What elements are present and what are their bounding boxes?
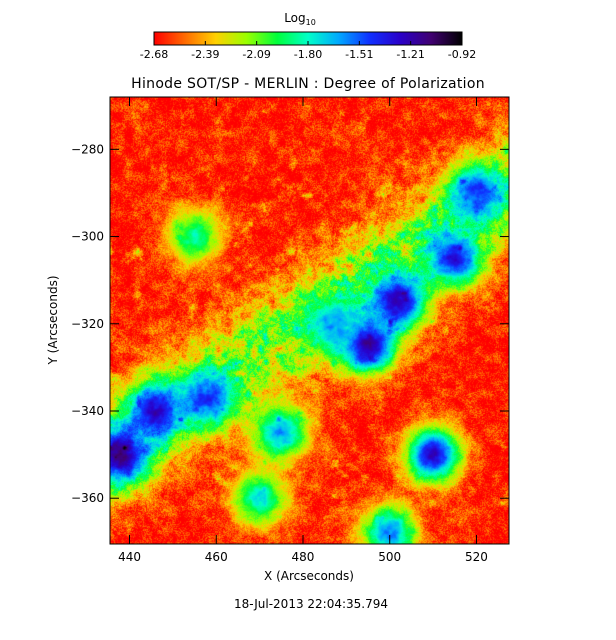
- colorbar-label: Log10: [284, 11, 316, 27]
- y-tick-label: −360: [71, 491, 104, 505]
- x-tick-label: 440: [118, 550, 141, 564]
- plot-frame: [109, 96, 510, 545]
- y-axis-ticks: −280 −300 −320 −340 −360: [71, 142, 509, 505]
- chart-title: Hinode SOT/SP - MERLIN : Degree of Polar…: [131, 76, 485, 92]
- y-tick-label: −300: [71, 230, 104, 244]
- y-tick-label: −320: [71, 317, 104, 331]
- y-tick-label: −340: [71, 404, 104, 418]
- colorbar-tick-label: -1.80: [294, 48, 322, 61]
- colorbar-label-subscript: 10: [306, 18, 316, 27]
- x-tick-label: 480: [292, 550, 315, 564]
- colorbar-tick-label: -2.09: [242, 48, 270, 61]
- timestamp: 18-Jul-2013 22:04:35.794: [234, 597, 388, 611]
- y-axis-label: Y (Arcseconds): [46, 275, 60, 365]
- x-tick-label: 460: [205, 550, 228, 564]
- colorbar: Log10 -2.68 -2.39 -2.09 -1.80 -1.51 -1.21 -0.9…: [140, 11, 476, 61]
- x-axis-label: X (Arcseconds): [264, 569, 354, 583]
- colorbar-tick-label: -0.92: [448, 48, 476, 61]
- x-tick-label: 500: [378, 550, 401, 564]
- colorbar-tick-label: -1.21: [396, 48, 424, 61]
- colorbar-ticks: -2.68 -2.39 -2.09 -1.80 -1.51 -1.21 -0.92: [140, 41, 476, 61]
- colorbar-tick-label: -2.68: [140, 48, 168, 61]
- colorbar-tick-label: -1.51: [345, 48, 373, 61]
- heatmap-image: [110, 97, 509, 544]
- x-tick-label: 520: [465, 550, 488, 564]
- x-axis-ticks: 440 460 480 500 520: [118, 97, 488, 564]
- colorbar-tick-label: -2.39: [191, 48, 219, 61]
- plot-area: 440 460 480 500 520 −280 −300 −320 −340 −360: [71, 96, 510, 564]
- y-tick-label: −280: [71, 142, 104, 156]
